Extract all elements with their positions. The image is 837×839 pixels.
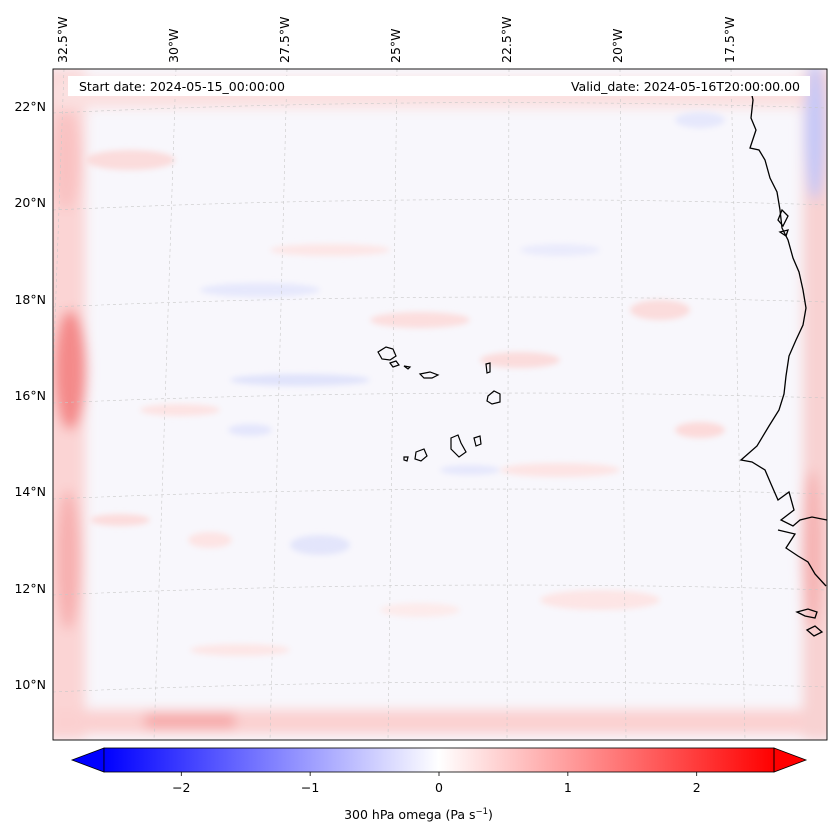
omega-field (53, 69, 827, 740)
map-panel: Start date: 2024-05-15_00:00:00 Valid_da… (52, 68, 828, 741)
lat-label: 18°N (14, 292, 46, 307)
start-date-label: Start date: 2024-05-15_00:00:00 (79, 79, 285, 94)
colorbar: −2 −1 0 1 2 (70, 747, 808, 795)
latitude-labels: 22°N 20°N 18°N 16°N 14°N 12°N 10°N (14, 99, 46, 692)
gridlines (53, 69, 827, 740)
interior-features (85, 112, 725, 656)
header-bar (68, 76, 810, 96)
colorbar-body (104, 748, 774, 772)
colorbar-ticks: −2 −1 0 1 2 (172, 772, 701, 795)
lat-label: 12°N (14, 581, 46, 596)
lon-label: 17.5°W (722, 17, 737, 63)
colorbar-tick-label: 2 (693, 780, 701, 795)
lon-label: 32.5°W (55, 17, 70, 63)
colorbar-label: 300 hPa omega (Pa s−1) (0, 807, 837, 822)
colorbar-label-main: 300 hPa omega (Pa s (344, 807, 476, 822)
colorbar-extend-min (70, 747, 105, 773)
boundary-band (53, 69, 827, 740)
lat-label: 22°N (14, 99, 46, 114)
map-frame (52, 68, 828, 741)
lon-label: 25°W (388, 28, 403, 63)
colorbar-extend-max (773, 747, 808, 773)
lat-label: 20°N (14, 195, 46, 210)
african-coastline (739, 81, 827, 637)
lat-label: 14°N (14, 484, 46, 499)
colorbar-tick-label: −2 (172, 780, 190, 795)
colorbar-label-exponent: −1 (475, 807, 489, 817)
colorbar-tick-label: 0 (435, 780, 443, 795)
lon-label: 27.5°W (277, 17, 292, 63)
colorbar-label-end: ) (488, 807, 493, 822)
lon-label: 20°W (610, 28, 625, 63)
colorbar-tick-label: −1 (301, 780, 319, 795)
longitude-labels: 32.5°W 30°W 27.5°W 25°W 22.5°W 20°W 17.5… (55, 17, 737, 63)
lon-label: 22.5°W (499, 17, 514, 63)
cape-verde-islands (377, 346, 501, 462)
colorbar-tick-label: 1 (564, 780, 572, 795)
lat-label: 16°N (14, 388, 46, 403)
valid-date-label: Valid_date: 2024-05-16T20:00:00.00 (571, 79, 800, 94)
lat-label: 10°N (14, 677, 46, 692)
lon-label: 30°W (166, 28, 181, 63)
